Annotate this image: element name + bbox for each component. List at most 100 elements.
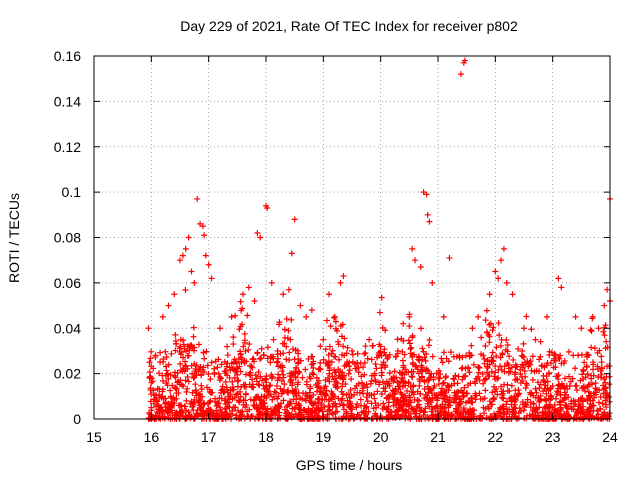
data-point — [328, 410, 335, 417]
data-point — [193, 411, 200, 418]
data-point — [336, 401, 343, 408]
data-point — [328, 359, 335, 366]
data-point — [372, 361, 379, 368]
data-point — [595, 325, 602, 332]
data-point — [342, 381, 349, 388]
data-point — [407, 394, 414, 401]
data-point — [486, 339, 493, 346]
data-point — [455, 373, 462, 380]
data-point — [444, 412, 451, 419]
y-tick-label: 0.06 — [54, 275, 81, 291]
data-point — [425, 389, 432, 396]
data-point — [489, 357, 496, 364]
data-point — [240, 291, 247, 298]
data-point — [490, 324, 497, 331]
data-point — [309, 370, 316, 377]
data-point — [603, 338, 610, 345]
data-point — [328, 388, 335, 395]
data-point — [532, 385, 539, 392]
grid-lines — [94, 56, 610, 419]
data-point — [297, 395, 304, 402]
data-point — [362, 350, 369, 357]
data-point — [238, 307, 245, 314]
data-point — [198, 371, 205, 378]
data-point — [387, 392, 394, 399]
data-point — [391, 395, 398, 402]
data-point — [171, 384, 178, 391]
data-point — [408, 388, 415, 395]
data-point — [386, 382, 393, 389]
data-point — [420, 408, 427, 415]
data-point — [370, 342, 377, 349]
data-point — [180, 341, 187, 348]
data-point — [367, 380, 374, 387]
data-point — [317, 385, 324, 392]
data-point — [421, 395, 428, 402]
data-point — [281, 340, 288, 347]
data-point — [314, 412, 321, 419]
data-point — [391, 375, 398, 382]
data-point — [562, 385, 569, 392]
data-point — [231, 374, 238, 381]
data-point — [396, 383, 403, 390]
data-point — [552, 395, 559, 402]
data-point — [167, 387, 174, 394]
data-point — [543, 313, 550, 320]
data-point — [529, 376, 536, 383]
data-point — [372, 400, 379, 407]
data-point — [437, 371, 444, 378]
data-point — [494, 391, 501, 398]
data-point — [196, 402, 203, 409]
data-point — [482, 342, 489, 349]
data-point — [305, 355, 312, 362]
data-point — [222, 378, 229, 385]
data-point — [310, 360, 317, 367]
data-point — [578, 325, 585, 332]
data-point — [595, 399, 602, 406]
data-point — [268, 375, 275, 382]
data-point — [262, 406, 269, 413]
data-point — [341, 335, 348, 342]
data-point — [435, 367, 442, 374]
data-point — [189, 389, 196, 396]
data-point — [590, 359, 597, 366]
data-point — [344, 344, 351, 351]
data-point — [460, 407, 467, 414]
data-point — [326, 291, 333, 298]
data-point — [459, 389, 466, 396]
data-point — [340, 273, 347, 280]
data-point — [415, 353, 422, 360]
data-point — [557, 398, 564, 405]
data-point — [453, 389, 460, 396]
data-point — [390, 374, 397, 381]
data-point — [265, 387, 272, 394]
data-point — [335, 372, 342, 379]
data-point — [330, 400, 337, 407]
data-point — [546, 410, 553, 417]
data-point — [429, 279, 436, 286]
data-point — [234, 371, 241, 378]
data-point — [349, 406, 356, 413]
data-point — [238, 413, 245, 420]
data-point — [308, 394, 315, 401]
data-point — [472, 380, 479, 387]
data-point — [259, 377, 266, 384]
data-point — [416, 382, 423, 389]
data-point — [197, 390, 204, 397]
data-point — [148, 404, 155, 411]
data-point — [288, 250, 295, 257]
data-point — [484, 329, 491, 336]
data-point — [493, 344, 500, 351]
data-point — [371, 372, 378, 379]
data-point — [554, 373, 561, 380]
data-point — [328, 350, 335, 357]
data-point — [606, 363, 613, 370]
data-point — [205, 370, 212, 377]
data-point — [316, 396, 323, 403]
data-point — [184, 385, 191, 392]
data-point — [308, 361, 315, 368]
data-point — [454, 380, 461, 387]
data-point — [246, 406, 253, 413]
x-tick-label: 19 — [316, 429, 332, 445]
data-point — [460, 373, 467, 380]
